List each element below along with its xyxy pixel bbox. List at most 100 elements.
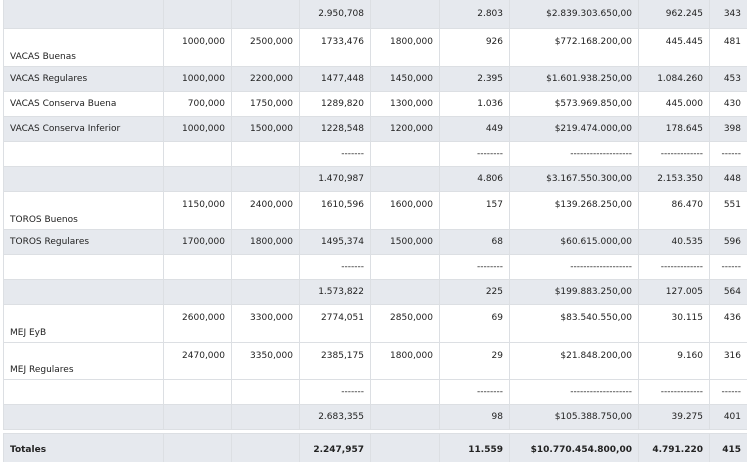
summary-table: 2.950,708 2.803 $2.839.303.650,00 962.245 34… — [3, 0, 747, 462]
cell-value — [231, 379, 300, 405]
cell-value: 2.683,355 — [299, 404, 371, 430]
table-row: MEJ Regulares 2470,000 3350,000 2385,175 180… — [3, 342, 747, 380]
cell-value: $21.848.200,00 — [509, 342, 639, 380]
cell-value — [231, 166, 300, 192]
cell-value — [370, 254, 440, 280]
row-label — [3, 254, 164, 280]
cell-value: 343 — [709, 0, 747, 29]
row-label: VACAS Buenas — [3, 28, 164, 67]
table-row: VACAS Conserva Inferior 1000,000 1500,000 1… — [3, 116, 747, 142]
cell-value — [231, 0, 300, 29]
cell-value: ------- — [299, 254, 371, 280]
table-row: VACAS Regulares 1000,000 2200,000 1477,448 1… — [3, 66, 747, 92]
cell-value — [231, 404, 300, 430]
table-row: ------- -------- ------------------- ------… — [3, 141, 747, 167]
cell-value: 398 — [709, 116, 747, 142]
cell-value: 1.084.260 — [638, 66, 710, 92]
cell-value: 178.645 — [638, 116, 710, 142]
row-label — [3, 404, 164, 430]
cell-value — [163, 0, 232, 29]
cell-value: 4.806 — [439, 166, 510, 192]
cell-value: 1477,448 — [299, 66, 371, 92]
cell-value: 1228,548 — [299, 116, 371, 142]
cell-value: 700,000 — [163, 91, 232, 117]
cell-value — [163, 433, 232, 462]
cell-value: ------------- — [638, 254, 710, 280]
cell-value: 2.247,957 — [299, 433, 371, 462]
cell-value: ------ — [709, 254, 747, 280]
table-row: VACAS Buenas 1000,000 2500,000 1733,476 1800… — [3, 28, 747, 67]
cell-value — [163, 404, 232, 430]
cell-value: 415 — [709, 433, 747, 462]
cell-value: 2385,175 — [299, 342, 371, 380]
cell-value: $83.540.550,00 — [509, 304, 639, 343]
cell-value: -------- — [439, 141, 510, 167]
cell-value: 39.275 — [638, 404, 710, 430]
table-row: TOROS Buenos 1150,000 2400,000 1610,596 1600… — [3, 191, 747, 230]
cell-value: $2.839.303.650,00 — [509, 0, 639, 29]
cell-value: ------------- — [638, 141, 710, 167]
cell-value — [163, 254, 232, 280]
cell-value: $60.615.000,00 — [509, 229, 639, 255]
cell-value — [370, 0, 440, 29]
cell-value — [370, 404, 440, 430]
cell-value: 3350,000 — [231, 342, 300, 380]
cell-value: 1200,000 — [370, 116, 440, 142]
cell-value: 68 — [439, 229, 510, 255]
cell-value: 1450,000 — [370, 66, 440, 92]
cell-value: $772.168.200,00 — [509, 28, 639, 67]
cell-value: 2850,000 — [370, 304, 440, 343]
cell-value: 9.160 — [638, 342, 710, 380]
cell-value: 127.005 — [638, 279, 710, 305]
cell-value: 2470,000 — [163, 342, 232, 380]
cell-value — [370, 433, 440, 462]
cell-value: -------- — [439, 379, 510, 405]
cell-value: 401 — [709, 404, 747, 430]
cell-value: $1.601.938.250,00 — [509, 66, 639, 92]
cell-value: 1000,000 — [163, 66, 232, 92]
cell-value: 1.036 — [439, 91, 510, 117]
cell-value: 1.470,987 — [299, 166, 371, 192]
cell-value — [370, 141, 440, 167]
cell-value — [163, 141, 232, 167]
cell-value: 2.395 — [439, 66, 510, 92]
cell-value: 449 — [439, 116, 510, 142]
cell-value: 98 — [439, 404, 510, 430]
cell-value: 481 — [709, 28, 747, 67]
cell-value: 1000,000 — [163, 28, 232, 67]
cell-value: $3.167.550.300,00 — [509, 166, 639, 192]
cell-value: 2.153.350 — [638, 166, 710, 192]
row-label — [3, 279, 164, 305]
cell-value: 86.470 — [638, 191, 710, 230]
row-label: VACAS Regulares — [3, 66, 164, 92]
table-row: ------- -------- ------------------- ------… — [3, 254, 747, 280]
totals-row: Totales 2.247,957 11.559 $10.770.454.800,00… — [3, 433, 747, 462]
cell-value: 4.791.220 — [638, 433, 710, 462]
table-row: TOROS Regulares 1700,000 1800,000 1495,374 1… — [3, 229, 747, 255]
table-row: 1.470,987 4.806 $3.167.550.300,00 2.153.350… — [3, 166, 747, 192]
cell-value: 2774,051 — [299, 304, 371, 343]
cell-value: 1289,820 — [299, 91, 371, 117]
cell-value: 1300,000 — [370, 91, 440, 117]
table-row: ------- -------- ------------------- ------… — [3, 379, 747, 405]
row-label: Totales — [3, 433, 164, 462]
cell-value: 1800,000 — [370, 342, 440, 380]
cell-value: 596 — [709, 229, 747, 255]
cell-value: 316 — [709, 342, 747, 380]
cell-value: ------------------- — [509, 141, 639, 167]
row-label: VACAS Conserva Inferior — [3, 116, 164, 142]
row-label: MEJ EyB — [3, 304, 164, 343]
cell-value: 1.573,822 — [299, 279, 371, 305]
cell-value: $10.770.454.800,00 — [509, 433, 639, 462]
row-label: TOROS Buenos — [3, 191, 164, 230]
cell-value: 1600,000 — [370, 191, 440, 230]
cell-value: ------------------- — [509, 379, 639, 405]
cell-value: 225 — [439, 279, 510, 305]
cell-value: ------- — [299, 141, 371, 167]
cell-value: 2600,000 — [163, 304, 232, 343]
row-label — [3, 166, 164, 192]
cell-value: 436 — [709, 304, 747, 343]
cell-value: 11.559 — [439, 433, 510, 462]
row-label: VACAS Conserva Buena — [3, 91, 164, 117]
table-row: MEJ EyB 2600,000 3300,000 2774,051 2850,000 6… — [3, 304, 747, 343]
